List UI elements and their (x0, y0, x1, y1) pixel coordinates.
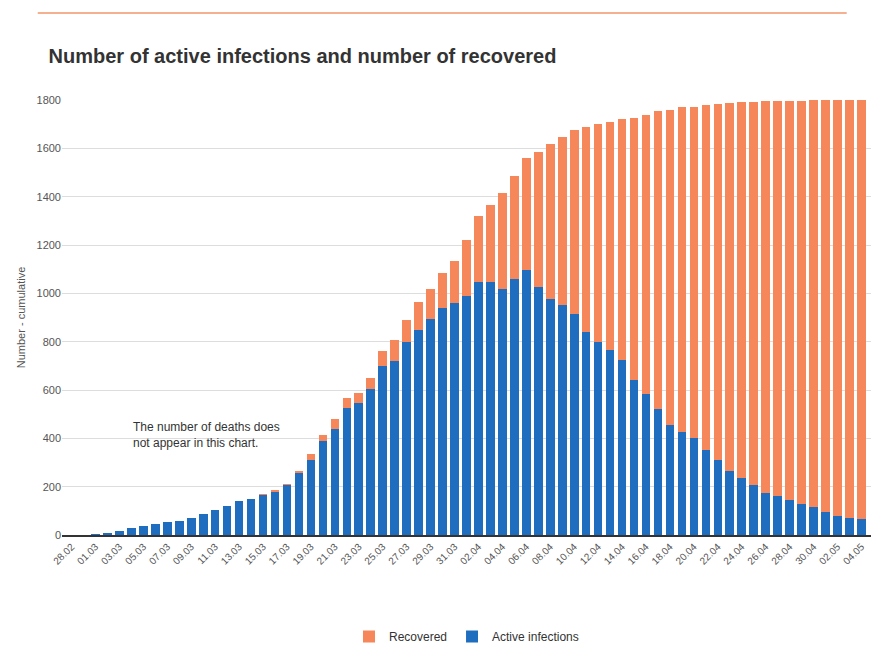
svg-text:Number of active infections an: Number of active infections and number o… (49, 45, 557, 67)
svg-text:28.02: 28.02 (51, 541, 77, 567)
svg-text:18.04: 18.04 (649, 541, 675, 567)
svg-text:07.03: 07.03 (147, 541, 173, 567)
svg-text:13.03: 13.03 (219, 541, 245, 567)
svg-text:08.04: 08.04 (530, 541, 556, 567)
svg-text:600: 600 (43, 384, 61, 396)
svg-text:27.03: 27.03 (386, 541, 412, 567)
svg-text:06.04: 06.04 (506, 541, 532, 567)
svg-text:30.04: 30.04 (793, 541, 819, 567)
svg-text:400: 400 (43, 432, 61, 444)
svg-text:15.03: 15.03 (243, 541, 269, 567)
svg-text:1800: 1800 (37, 94, 61, 106)
svg-text:17.03: 17.03 (266, 541, 292, 567)
svg-text:22.04: 22.04 (697, 541, 723, 567)
svg-text:10.04: 10.04 (554, 541, 580, 567)
svg-text:1400: 1400 (37, 191, 61, 203)
svg-text:02.05: 02.05 (817, 541, 843, 567)
svg-text:26.04: 26.04 (745, 541, 771, 567)
svg-text:0: 0 (55, 529, 61, 541)
svg-text:Recovered: Recovered (389, 630, 447, 644)
svg-text:14.04: 14.04 (602, 541, 628, 567)
svg-text:28.04: 28.04 (769, 541, 795, 567)
svg-text:1200: 1200 (37, 239, 61, 251)
svg-text:1000: 1000 (37, 287, 61, 299)
svg-text:16.04: 16.04 (625, 541, 651, 567)
svg-text:The number of deaths doesnot a: The number of deaths doesnot appear in t… (133, 420, 280, 450)
svg-text:25.03: 25.03 (362, 541, 388, 567)
svg-text:200: 200 (43, 481, 61, 493)
svg-text:03.03: 03.03 (99, 541, 125, 567)
svg-text:24.04: 24.04 (721, 541, 747, 567)
svg-text:Active infections: Active infections (492, 630, 579, 644)
svg-text:Number - cumulative: Number - cumulative (15, 267, 27, 368)
svg-text:29.03: 29.03 (410, 541, 436, 567)
svg-text:23.03: 23.03 (338, 541, 364, 567)
svg-text:12.04: 12.04 (578, 541, 604, 567)
svg-text:20.04: 20.04 (673, 541, 699, 567)
svg-text:09.03: 09.03 (171, 541, 197, 567)
svg-text:05.03: 05.03 (123, 541, 149, 567)
svg-text:31.03: 31.03 (434, 541, 460, 567)
svg-text:01.03: 01.03 (75, 541, 101, 567)
svg-text:11.03: 11.03 (195, 541, 220, 566)
svg-text:02.04: 02.04 (458, 541, 484, 567)
svg-text:800: 800 (43, 336, 61, 348)
svg-text:04.05: 04.05 (841, 541, 867, 567)
svg-text:21.03: 21.03 (314, 541, 340, 567)
svg-text:04.04: 04.04 (482, 541, 508, 567)
svg-text:19.03: 19.03 (290, 541, 316, 567)
svg-text:1600: 1600 (37, 142, 61, 154)
